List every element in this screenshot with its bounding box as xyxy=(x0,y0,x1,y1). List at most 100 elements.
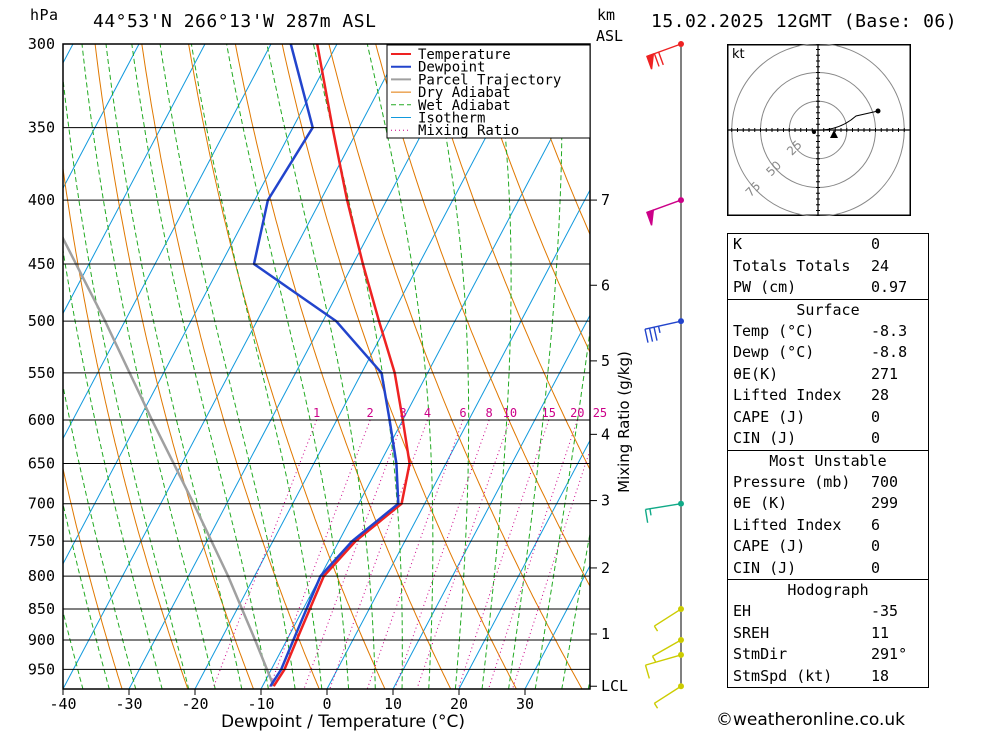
mixing-ratio-axis-label: Mixing Ratio (g/kg) xyxy=(615,351,633,493)
wet-adiabat-line xyxy=(63,246,163,689)
dry-adiabat-line xyxy=(656,44,720,689)
skewt-diagram: 1 2 3 4 6 8 10 15 20 2530035040045050055060065070… xyxy=(0,35,720,732)
dry-adiabat-line xyxy=(141,44,320,689)
location-title: 44°53'N 266°13'W 287m ASL xyxy=(93,11,377,32)
wind-barb xyxy=(644,654,682,679)
surface-title: Surface xyxy=(728,298,928,321)
mixing-ratio-line xyxy=(268,419,371,689)
isotherm-line xyxy=(194,44,536,689)
dry-adiabat-line xyxy=(63,165,189,689)
stat-label: θE (K) xyxy=(733,494,788,512)
mixing-ratio-line xyxy=(394,419,490,689)
temperature-line xyxy=(272,44,411,687)
stat-row: CIN (J) 0 xyxy=(728,558,928,580)
isotherm-line xyxy=(524,564,590,689)
dry-adiabat-line xyxy=(234,44,452,689)
dry-adiabat-line xyxy=(422,44,590,471)
isotherm-line xyxy=(63,44,404,689)
pressure-label: 350 xyxy=(28,119,55,137)
mixing-ratio-label: 3 xyxy=(400,406,407,420)
mixing-ratio-line xyxy=(457,419,550,689)
wind-barb xyxy=(653,685,682,709)
pressure-label: 900 xyxy=(28,631,55,649)
stat-label: Dewp (°C) xyxy=(733,343,815,361)
hodograph-unit: kt xyxy=(732,47,745,62)
stat-row: PW (cm) 0.97 xyxy=(728,277,928,299)
stat-label: Lifted Index xyxy=(733,386,842,404)
stat-label: CIN (J) xyxy=(733,558,797,577)
pressure-label: 450 xyxy=(28,255,55,273)
asl-unit: ASL xyxy=(596,27,624,45)
wet-adiabat-line xyxy=(131,44,269,689)
dry-adiabat-line xyxy=(515,44,590,236)
wet-adiabat-line xyxy=(534,328,590,689)
km-tick-label: 7 xyxy=(601,191,610,209)
mixing-ratio-line xyxy=(303,419,404,689)
legend-entry: Dewpoint xyxy=(418,60,485,76)
stat-label: EH xyxy=(733,602,752,620)
km-tick-label: 1 xyxy=(601,625,610,643)
stat-value: 28 xyxy=(871,386,890,404)
wind-barb xyxy=(644,502,682,523)
wind-barb xyxy=(646,43,682,70)
pressure-label: 850 xyxy=(28,600,55,618)
temperature-tick-label: 10 xyxy=(384,695,402,713)
stat-value: -8.3 xyxy=(871,321,908,340)
stat-row: Totals Totals 24 xyxy=(728,256,928,278)
isotherm-line xyxy=(657,44,720,689)
stat-value: 0 xyxy=(871,429,881,447)
legend-entry: Dry Adiabat xyxy=(418,85,511,101)
legend-entry: Isotherm xyxy=(418,111,485,127)
temperature-tick-label: -20 xyxy=(181,695,208,713)
dry-adiabat-line xyxy=(468,44,590,354)
wind-barb xyxy=(653,608,682,632)
isotherm-line xyxy=(63,44,272,440)
mixing-ratio-line xyxy=(212,419,318,689)
isotherm-line xyxy=(458,439,590,689)
legend-box xyxy=(386,44,591,139)
legend-entry: Mixing Ratio xyxy=(418,123,519,139)
stat-value: 299 xyxy=(871,494,899,512)
temperature-tick-label: 0 xyxy=(322,695,331,713)
stat-row: Pressure (mb) 700 xyxy=(728,472,928,494)
wet-adiabat-line xyxy=(587,677,590,689)
credit-link[interactable]: ©weatheronline.co.uk xyxy=(716,710,906,730)
stat-label: StmSpd (kt) xyxy=(733,666,833,685)
km-tick-label: LCL xyxy=(601,677,628,695)
wet-adiabat-line xyxy=(190,44,323,689)
stat-label: Lifted Index xyxy=(733,515,842,534)
isotherm-line xyxy=(260,63,590,689)
stat-value: 11 xyxy=(871,623,890,642)
stat-row: CIN (J) 0 xyxy=(728,428,928,450)
km-tick-label: 3 xyxy=(601,492,610,510)
hodograph-trace xyxy=(811,110,879,131)
dry-adiabat-line xyxy=(703,44,720,689)
stat-label: CIN (J) xyxy=(733,429,797,447)
stat-row: StmSpd (kt) 18 xyxy=(728,666,928,688)
parcel-trajectory-line xyxy=(63,235,275,687)
mixing-ratio-label: 1 xyxy=(313,406,320,420)
hpa-unit: hPa xyxy=(30,6,59,24)
dry-adiabat-line xyxy=(63,466,123,689)
pressure-label: 550 xyxy=(28,364,55,382)
stat-row: Dewp (°C) -8.8 xyxy=(728,342,928,364)
legend-entry: Temperature xyxy=(418,47,511,63)
isotherm-line xyxy=(0,44,7,689)
wet-adiabat-line xyxy=(63,74,190,689)
temperature-tick-label: 30 xyxy=(516,695,534,713)
stat-value: 24 xyxy=(871,256,890,275)
stat-value: 6 xyxy=(871,515,881,534)
mixing-ratio-line xyxy=(366,419,464,689)
stat-row: SREH 11 xyxy=(728,623,928,645)
stat-label: CAPE (J) xyxy=(733,407,806,426)
legend-entry: Wet Adiabat xyxy=(418,98,511,114)
km-tick-label: 4 xyxy=(601,425,610,443)
mixing-ratio-label: 15 xyxy=(542,406,556,420)
legend-entry: Parcel Trajectory xyxy=(418,72,561,88)
hodograph-start-dot xyxy=(812,130,816,134)
wet-adiabat-line xyxy=(366,44,434,689)
stat-label: Pressure (mb) xyxy=(733,472,851,491)
mixing-ratio-label: 20 xyxy=(570,406,584,420)
mixing-ratio-label: 6 xyxy=(459,406,466,420)
